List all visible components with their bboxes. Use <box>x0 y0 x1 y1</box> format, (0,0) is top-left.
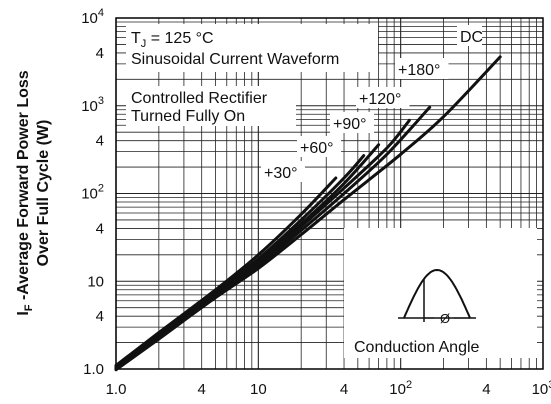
waveform-label: Sinusoidal Current Waveform <box>131 51 339 68</box>
y-tick-label: 4 <box>96 45 104 62</box>
series-line-0 <box>114 176 338 367</box>
x-tick-label: 1.0 <box>106 381 127 398</box>
series-label-bg <box>297 136 341 157</box>
x-tick-label: 102 <box>389 379 412 398</box>
y-axis-title-2: Over Full Cycle (W) <box>35 120 52 267</box>
y-axis-title-1: IF -Average Forward Power Loss <box>15 70 35 315</box>
y-tick-label: 102 <box>81 183 104 203</box>
rectifier-box <box>126 86 296 126</box>
conduction-angle-box <box>344 228 537 358</box>
rectifier-label-2: Turned Fully On <box>131 108 245 125</box>
series-line-5 <box>114 55 502 372</box>
series-label-bg <box>330 112 374 133</box>
series-label-bg <box>457 25 482 46</box>
series-label: +30° <box>264 165 298 182</box>
x-tick-label: 103 <box>532 379 551 398</box>
series-label-bg <box>261 161 305 182</box>
x-tick-label: 10 <box>250 381 267 398</box>
y-tick-label: 4 <box>96 308 104 325</box>
x-tick-label: 4 <box>198 381 206 398</box>
series-label-bg <box>356 87 410 108</box>
conduction-angle-icon <box>398 268 476 322</box>
y-tick-label: 4 <box>96 133 104 150</box>
series-label: +180° <box>398 62 440 79</box>
series-label: DC <box>460 29 483 46</box>
x-tick-label: 4 <box>340 381 348 398</box>
phi-label: Ø <box>440 311 450 326</box>
conduction-angle-label: Conduction Angle <box>354 339 480 356</box>
rectifier-label-1: Controlled Rectifier <box>131 90 268 107</box>
conditions-box <box>126 24 378 72</box>
y-tick-label: 10 <box>87 273 104 290</box>
series-label-bg <box>395 58 449 79</box>
curves <box>114 55 502 372</box>
y-tick-label: 4 <box>96 220 104 237</box>
series-label: +60° <box>300 140 334 157</box>
y-tick-label: 1.0 <box>83 361 104 378</box>
half-wave <box>403 268 471 319</box>
y-tick-label: 104 <box>81 7 104 27</box>
series-label: +120° <box>359 91 401 108</box>
x-tick-label: 4 <box>482 381 490 398</box>
series-label: +90° <box>333 116 367 133</box>
y-tick-label: 103 <box>81 95 104 115</box>
tj-label: TJ = 125 °C <box>131 30 214 50</box>
plot-frame <box>115 17 544 370</box>
